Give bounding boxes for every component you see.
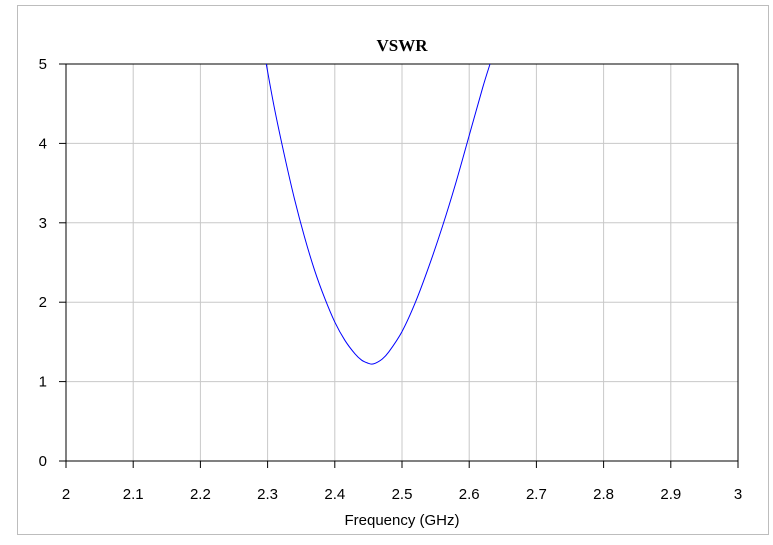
x-tick-label: 2.7 xyxy=(526,486,547,503)
y-tick-label: 0 xyxy=(39,453,47,470)
x-axis-label: Frequency (GHz) xyxy=(344,512,459,529)
x-tick-label: 2.3 xyxy=(257,486,278,503)
chart-title: VSWR xyxy=(376,36,428,55)
x-tick-label: 2.4 xyxy=(324,486,345,503)
y-tick-label: 2 xyxy=(39,294,47,311)
x-tick-label: 2.5 xyxy=(392,486,413,503)
y-tick-label: 4 xyxy=(39,135,47,152)
x-tick-label: 2.1 xyxy=(123,486,144,503)
x-tick-label: 3 xyxy=(734,486,742,503)
vswr-series-line xyxy=(265,63,491,365)
x-tick-label: 2.6 xyxy=(459,486,480,503)
x-tick-label: 2.8 xyxy=(593,486,614,503)
y-axis-ticks: 0 1 2 3 4 5 xyxy=(39,56,66,470)
x-tick-label: 2.2 xyxy=(190,486,211,503)
x-tick-label: 2 xyxy=(62,486,70,503)
chart-frame xyxy=(17,5,769,535)
x-axis-ticks: 2 2.1 2.2 2.3 2.4 2.5 2.6 2.7 2.8 2.9 3 xyxy=(62,461,742,503)
grid-lines xyxy=(65,63,739,462)
y-tick-label: 3 xyxy=(39,215,47,232)
x-tick-label: 2.9 xyxy=(660,486,681,503)
y-tick-label: 5 xyxy=(39,56,47,73)
y-tick-label: 1 xyxy=(39,374,47,391)
